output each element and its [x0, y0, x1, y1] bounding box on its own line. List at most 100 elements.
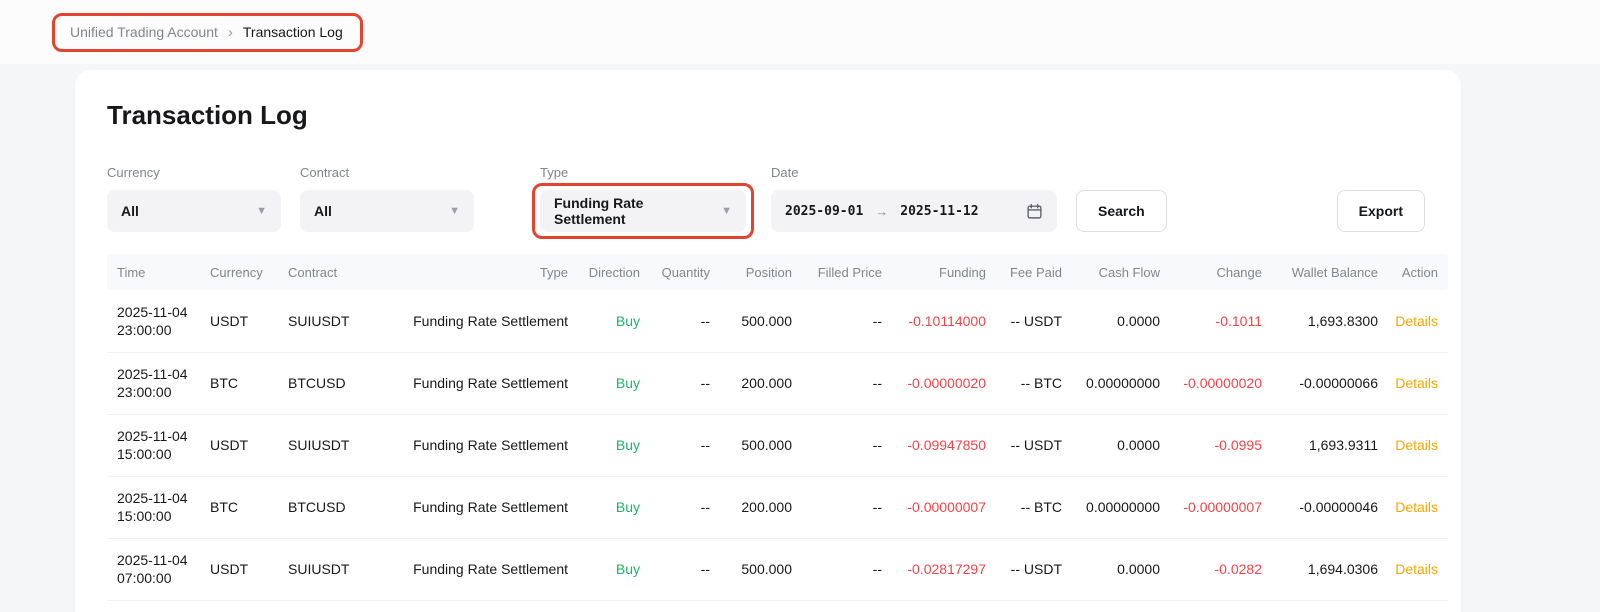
- cell-filled-price: --: [800, 538, 890, 601]
- cell-type: Funding Rate Settlement: [378, 476, 576, 539]
- cell-filled-price: --: [800, 352, 890, 415]
- cell-position: 200.000: [718, 352, 800, 415]
- column-header-time: Time: [107, 254, 202, 290]
- cell-type: Funding Rate Settlement: [378, 290, 576, 353]
- transaction-table: Time Currency Contract Type Direction Qu…: [107, 254, 1448, 601]
- cell-fee-paid: -- USDT: [994, 290, 1070, 353]
- column-header-filled-price: Filled Price: [800, 254, 890, 290]
- table-row: 2025-11-04 15:00:00 USDT SUIUSDT Funding…: [107, 414, 1448, 477]
- breadcrumb-item-transaction-log: Transaction Log: [242, 24, 343, 40]
- cell-type: Funding Rate Settlement: [378, 538, 576, 601]
- details-link[interactable]: Details: [1395, 561, 1438, 577]
- cell-direction: Buy: [576, 538, 648, 601]
- cell-currency: BTC: [202, 352, 280, 415]
- cell-wallet-balance: 1,694.0306: [1270, 538, 1386, 601]
- transaction-log-card: Transaction Log Currency All ▼ Contract …: [75, 70, 1461, 612]
- cell-position: 500.000: [718, 538, 800, 601]
- cell-cash-flow: 0.0000: [1070, 538, 1168, 601]
- cell-time: 2025-11-04 23:00:00: [107, 352, 202, 415]
- type-filter-label: Type: [540, 165, 569, 180]
- contract-select[interactable]: All ▼: [300, 190, 474, 232]
- cell-direction: Buy: [576, 352, 648, 415]
- contract-filter-group: Contract All ▼: [300, 165, 474, 232]
- column-header-wallet-balance: Wallet Balance: [1270, 254, 1386, 290]
- cell-cash-flow: 0.00000000: [1070, 476, 1168, 539]
- page-title: Transaction Log: [107, 100, 308, 130]
- cell-time: 2025-11-04 07:00:00: [107, 538, 202, 601]
- cell-time: 2025-11-04 15:00:00: [107, 476, 202, 539]
- cell-time: 2025-11-04 23:00:00: [107, 290, 202, 353]
- cell-direction: Buy: [576, 290, 648, 353]
- breadcrumb-item-unified-trading-account[interactable]: Unified Trading Account: [70, 24, 218, 40]
- table-header-row: Time Currency Contract Type Direction Qu…: [107, 254, 1448, 290]
- cell-contract: SUIUSDT: [280, 290, 378, 353]
- column-header-contract: Contract: [280, 254, 378, 290]
- details-link[interactable]: Details: [1395, 499, 1438, 515]
- cell-action: Details: [1386, 352, 1448, 415]
- currency-select[interactable]: All ▼: [107, 190, 281, 232]
- cell-funding: -0.09947850: [890, 414, 994, 477]
- contract-filter-label: Contract: [300, 165, 350, 180]
- cell-cash-flow: 0.0000: [1070, 414, 1168, 477]
- search-button[interactable]: Search: [1076, 190, 1167, 232]
- cell-cash-flow: 0.00000000: [1070, 352, 1168, 415]
- details-link[interactable]: Details: [1395, 437, 1438, 453]
- details-link[interactable]: Details: [1395, 375, 1438, 391]
- date-range-picker[interactable]: 2025-09-01 → 2025-11-12: [771, 190, 1057, 232]
- cell-wallet-balance: 1,693.9311: [1270, 414, 1386, 477]
- cell-funding: -0.02817297: [890, 538, 994, 601]
- table-row: 2025-11-04 23:00:00 USDT SUIUSDT Funding…: [107, 290, 1448, 353]
- type-select[interactable]: Funding Rate Settlement ▼: [540, 190, 746, 232]
- date-filter-group: Date 2025-09-01 → 2025-11-12: [771, 165, 1057, 232]
- cell-currency: USDT: [202, 538, 280, 601]
- cell-funding: -0.10114000: [890, 290, 994, 353]
- cell-contract: SUIUSDT: [280, 538, 378, 601]
- cell-quantity: --: [648, 352, 718, 415]
- cell-type: Funding Rate Settlement: [378, 414, 576, 477]
- column-header-fee-paid: Fee Paid: [994, 254, 1070, 290]
- cell-quantity: --: [648, 414, 718, 477]
- column-header-direction: Direction: [576, 254, 648, 290]
- breadcrumb: Unified Trading Account › Transaction Lo…: [52, 12, 363, 52]
- currency-filter-group: Currency All ▼: [107, 165, 281, 232]
- calendar-icon: [1026, 203, 1043, 220]
- filter-bar: Currency All ▼ Contract All ▼ Type Fundi…: [107, 165, 1429, 239]
- date-end-value: 2025-11-12: [900, 203, 979, 219]
- cell-cash-flow: 0.0000: [1070, 290, 1168, 353]
- details-link[interactable]: Details: [1395, 312, 1438, 329]
- date-start-value: 2025-09-01: [785, 203, 864, 219]
- table-row: 2025-11-04 15:00:00 BTC BTCUSD Funding R…: [107, 476, 1448, 539]
- currency-filter-label: Currency: [107, 165, 160, 180]
- export-button[interactable]: Export: [1336, 190, 1425, 232]
- cell-funding: -0.00000007: [890, 476, 994, 539]
- arrow-right-icon: →: [875, 203, 889, 219]
- chevron-down-icon: ▼: [449, 205, 460, 217]
- type-filter-group: Type Funding Rate Settlement ▼: [532, 165, 754, 239]
- cell-quantity: --: [648, 476, 718, 539]
- cell-change: -0.00000007: [1168, 476, 1270, 539]
- cell-change: -0.0282: [1168, 538, 1270, 601]
- cell-quantity: --: [648, 290, 718, 353]
- date-filter-label: Date: [771, 165, 799, 180]
- cell-funding: -0.00000020: [890, 352, 994, 415]
- cell-contract: SUIUSDT: [280, 414, 378, 477]
- cell-quantity: --: [648, 538, 718, 601]
- cell-contract: BTCUSD: [280, 476, 378, 539]
- table-row: 2025-11-04 07:00:00 USDT SUIUSDT Funding…: [107, 538, 1448, 601]
- cell-change: -0.0995: [1168, 414, 1270, 477]
- cell-filled-price: --: [800, 414, 890, 477]
- cell-action: Details: [1386, 290, 1448, 353]
- cell-action: Details: [1386, 414, 1448, 477]
- cell-action: Details: [1386, 476, 1448, 539]
- cell-direction: Buy: [576, 414, 648, 477]
- column-header-type: Type: [378, 254, 576, 290]
- cell-filled-price: --: [800, 476, 890, 539]
- cell-currency: BTC: [202, 476, 280, 539]
- cell-time: 2025-11-04 15:00:00: [107, 414, 202, 477]
- column-header-funding: Funding: [890, 254, 994, 290]
- cell-fee-paid: -- USDT: [994, 538, 1070, 601]
- cell-position: 500.000: [718, 414, 800, 477]
- cell-position: 500.000: [718, 290, 800, 353]
- cell-currency: USDT: [202, 290, 280, 353]
- contract-select-value: All: [314, 203, 332, 219]
